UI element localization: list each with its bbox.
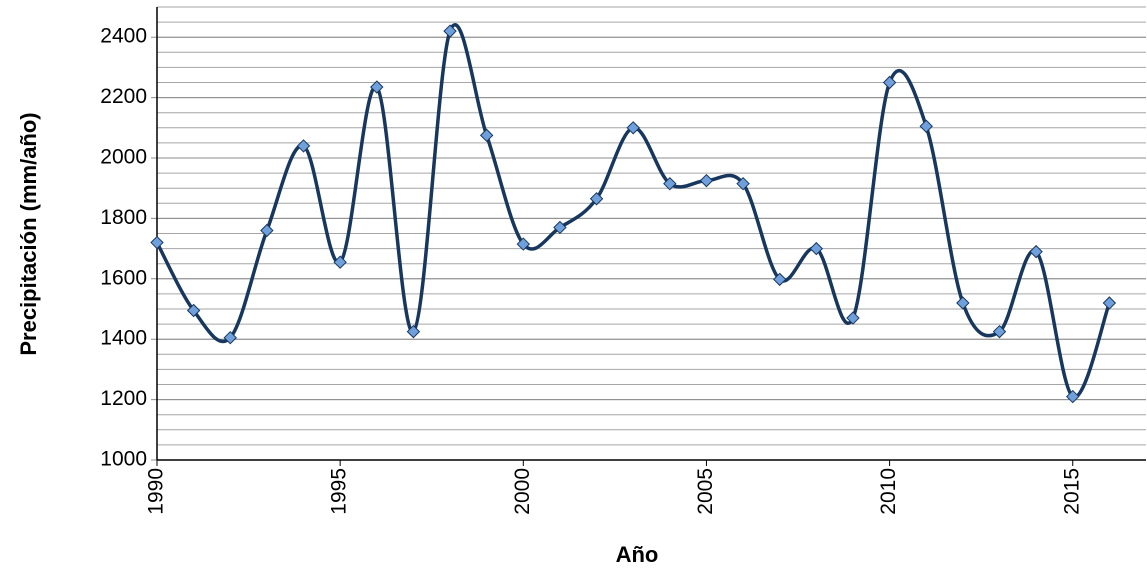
marker [553,220,567,235]
marker [882,75,897,90]
marker [186,303,201,318]
marker [992,324,1007,339]
y-axis-title: Precipitación (mm/año) [16,112,41,355]
x-tick-label: 2010 [877,468,900,515]
marker [956,296,970,310]
marker [150,235,164,250]
y-tick-label: 1000 [100,448,147,471]
y-tick-label: 1800 [100,206,147,229]
y-tick-label: 2400 [100,25,147,48]
y-tick-label: 1200 [100,387,147,410]
marker [223,330,237,345]
x-tick-label: 1995 [328,468,351,515]
marker [370,80,384,94]
line [155,23,1112,399]
marker [333,255,347,269]
marker [406,324,421,339]
marker [1029,244,1043,259]
x-tick-label: 2005 [694,468,717,515]
marker [260,223,274,238]
marker [443,24,457,38]
y-tick-label: 1400 [100,327,147,350]
x-tick-label: 1990 [145,468,168,515]
marker [516,237,531,251]
marker [296,139,311,153]
x-tick-label: 2015 [1060,468,1083,515]
marker [919,119,933,133]
marker [809,241,824,256]
marker [699,173,714,188]
y-tick-label: 1600 [100,266,147,289]
marker [589,192,604,206]
y-tick-label: 2000 [100,146,147,169]
marker [736,176,750,191]
marker [1066,389,1080,404]
y-tick-label: 2200 [100,85,147,108]
marker [626,121,640,135]
marker [846,311,860,325]
marker [772,272,787,287]
x-axis-title: Año [616,542,659,567]
marker [663,176,677,191]
marker [479,128,494,143]
x-tick-label: 2000 [511,468,534,515]
marker [1102,296,1117,310]
